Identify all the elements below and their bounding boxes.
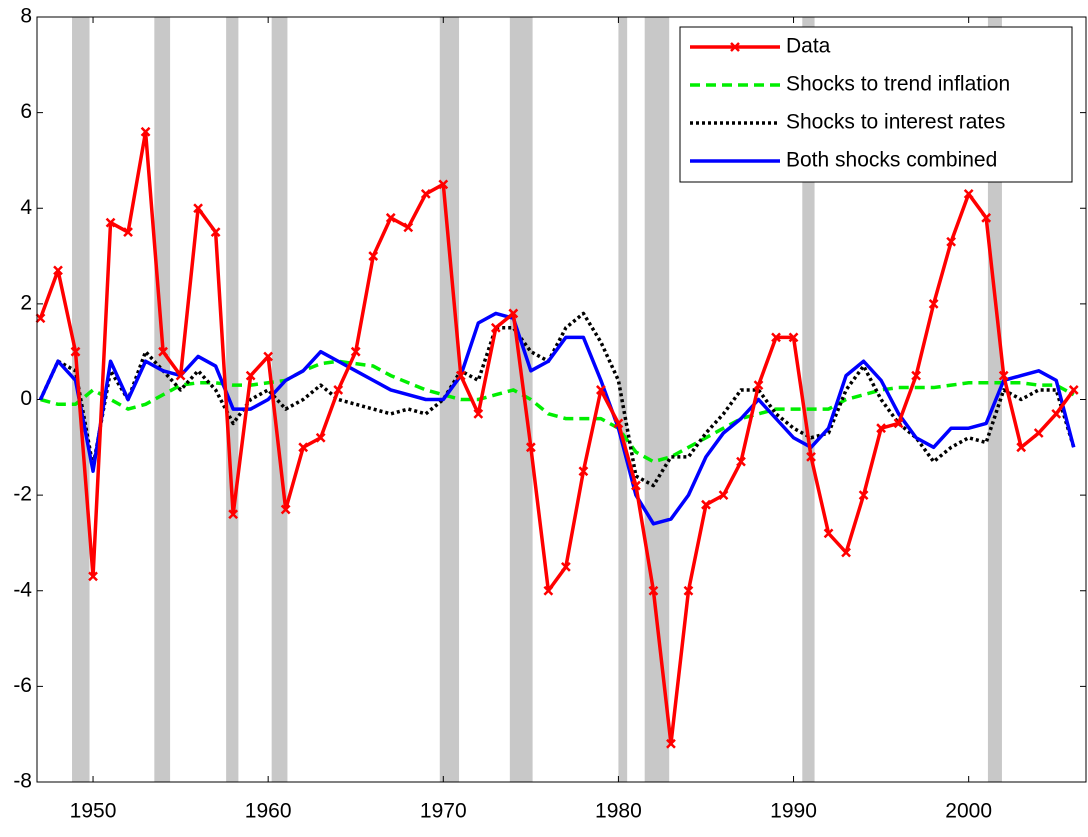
- legend-box: [679, 26, 1073, 183]
- data-marker: [666, 738, 676, 749]
- data-marker: [736, 456, 746, 467]
- data-marker: [841, 547, 851, 558]
- data-marker: [228, 509, 239, 520]
- y-tick-label: -4: [13, 578, 32, 601]
- series-line: [40, 359, 1075, 464]
- data-marker: [210, 227, 221, 238]
- data-marker: [175, 370, 186, 381]
- y-tick-label: 2: [20, 291, 32, 314]
- data-marker: [105, 217, 116, 228]
- data-marker: [1051, 408, 1062, 419]
- data-marker: [420, 189, 431, 199]
- data-marker: [35, 313, 46, 324]
- data-marker: [928, 298, 939, 309]
- recession-band: [802, 17, 815, 782]
- y-tick-label: -8: [13, 770, 32, 793]
- data-marker: [158, 346, 168, 357]
- data-marker: [333, 385, 344, 395]
- x-tick-label: 1970: [420, 800, 467, 823]
- y-tick-label: -6: [13, 674, 32, 697]
- data-marker: [53, 265, 63, 276]
- x-tick-label: 1960: [245, 800, 292, 823]
- recession-band: [271, 17, 288, 782]
- legend: Data Shocks to trend inflation Shocks to i…: [679, 26, 1073, 183]
- recession-band: [226, 17, 239, 782]
- recession-band: [154, 17, 171, 782]
- data-marker: [963, 189, 974, 199]
- recession-band: [644, 17, 670, 782]
- legend-marker: [730, 42, 740, 52]
- data-marker: [911, 370, 922, 381]
- data-marker: [753, 380, 764, 391]
- data-marker: [981, 212, 992, 223]
- data-marker: [998, 370, 1009, 381]
- x-tick-label: 1950: [70, 800, 117, 823]
- x-tick-label: 1990: [770, 800, 817, 823]
- data-marker: [368, 251, 379, 261]
- data-marker: [525, 442, 536, 453]
- data-marker: [403, 222, 414, 233]
- x-tick-label: 2000: [945, 800, 992, 823]
- data-marker: [88, 571, 98, 582]
- y-tick-label: 6: [20, 100, 32, 123]
- y-tick-label: -2: [13, 483, 32, 506]
- series-line: [38, 311, 1076, 488]
- data-marker: [823, 528, 834, 539]
- x-tick-label: 1980: [595, 800, 642, 823]
- data-marker: [245, 370, 256, 381]
- y-tick-label: 0: [20, 387, 32, 410]
- y-tick-label: 4: [20, 196, 32, 219]
- data-marker: [631, 480, 641, 491]
- data-marker: [490, 322, 501, 333]
- data-marker: [140, 126, 151, 137]
- data-marker: [613, 418, 624, 429]
- data-marker: [893, 418, 904, 429]
- data-marker: [455, 370, 466, 381]
- data-marker: [701, 499, 711, 510]
- data-marker: [280, 504, 291, 515]
- data-marker: [350, 346, 361, 357]
- data-marker: [578, 466, 589, 477]
- data-marker: [771, 332, 781, 343]
- data-marker: [806, 451, 816, 462]
- data-marker: [1068, 385, 1079, 395]
- legend-label: Data: [786, 35, 831, 58]
- y-tick-label: 8: [20, 5, 32, 28]
- data-marker: [70, 346, 81, 357]
- legend-label: Both shocks combined: [786, 149, 997, 172]
- data-marker: [123, 227, 133, 238]
- data-marker: [1033, 428, 1044, 438]
- data-marker: [543, 585, 554, 596]
- data-marker: [876, 423, 886, 434]
- data-marker: [193, 203, 203, 214]
- data-marker: [473, 408, 484, 419]
- legend-label: Shocks to trend inflation: [786, 73, 1010, 96]
- data-marker: [438, 179, 449, 190]
- data-marker: [946, 236, 957, 247]
- data-marker: [718, 490, 729, 501]
- data-marker: [315, 432, 326, 443]
- data-marker: [298, 442, 309, 453]
- data-marker: [648, 585, 659, 596]
- data-marker: [858, 490, 869, 501]
- data-marker: [683, 585, 694, 596]
- data-marker: [1016, 442, 1027, 453]
- recession-band: [509, 17, 533, 782]
- data-marker: [385, 212, 396, 223]
- plot-frame: [36, 16, 1087, 783]
- data-marker: [560, 561, 571, 572]
- data-marker: [596, 385, 606, 395]
- legend-label: Shocks to interest rates: [786, 111, 1005, 134]
- data-marker: [508, 308, 519, 319]
- data-marker: [263, 351, 274, 362]
- data-marker: [788, 332, 799, 343]
